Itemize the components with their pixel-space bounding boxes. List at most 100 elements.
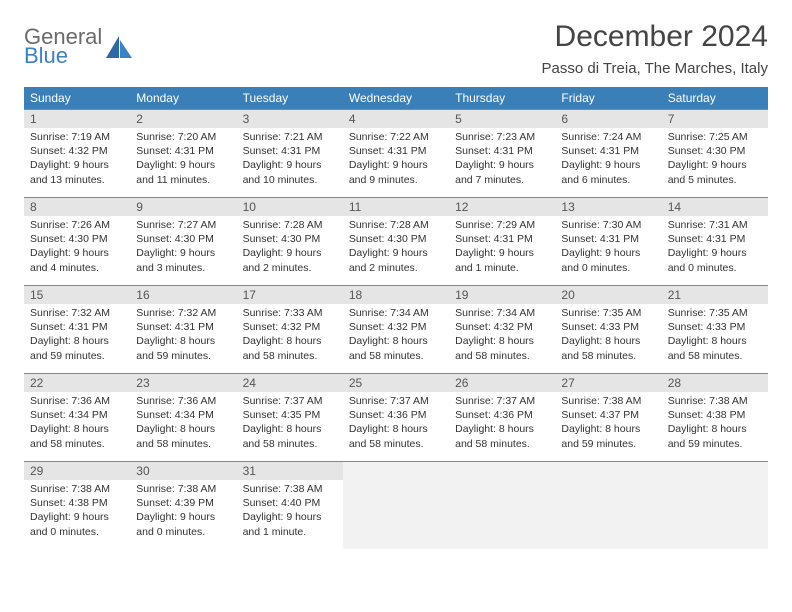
daylight-line: Daylight: 8 hours and 59 minutes. (668, 422, 762, 450)
sunrise-line: Sunrise: 7:34 AM (455, 306, 549, 320)
sunrise-line: Sunrise: 7:38 AM (668, 394, 762, 408)
day-details: Sunrise: 7:25 AMSunset: 4:30 PMDaylight:… (662, 128, 768, 191)
daylight-line: Daylight: 9 hours and 1 minute. (455, 246, 549, 274)
weekday-header: Friday (555, 87, 661, 109)
calendar-week-row: 29Sunrise: 7:38 AMSunset: 4:38 PMDayligh… (24, 461, 768, 549)
daylight-line: Daylight: 8 hours and 58 minutes. (668, 334, 762, 362)
sunrise-line: Sunrise: 7:36 AM (30, 394, 124, 408)
day-number: 4 (343, 110, 449, 128)
day-details: Sunrise: 7:19 AMSunset: 4:32 PMDaylight:… (24, 128, 130, 191)
calendar-day-cell: 30Sunrise: 7:38 AMSunset: 4:39 PMDayligh… (130, 461, 236, 549)
day-number: 8 (24, 198, 130, 216)
calendar-empty-cell (343, 461, 449, 549)
daylight-line: Daylight: 9 hours and 2 minutes. (243, 246, 337, 274)
calendar-table: SundayMondayTuesdayWednesdayThursdayFrid… (24, 87, 768, 549)
day-number: 13 (555, 198, 661, 216)
day-details: Sunrise: 7:38 AMSunset: 4:37 PMDaylight:… (555, 392, 661, 455)
calendar-day-cell: 18Sunrise: 7:34 AMSunset: 4:32 PMDayligh… (343, 285, 449, 373)
day-details: Sunrise: 7:30 AMSunset: 4:31 PMDaylight:… (555, 216, 661, 279)
sunrise-line: Sunrise: 7:25 AM (668, 130, 762, 144)
day-number: 16 (130, 286, 236, 304)
daylight-line: Daylight: 8 hours and 58 minutes. (561, 334, 655, 362)
sunset-line: Sunset: 4:31 PM (243, 144, 337, 158)
daylight-line: Daylight: 9 hours and 0 minutes. (136, 510, 230, 538)
daylight-line: Daylight: 8 hours and 58 minutes. (30, 422, 124, 450)
day-number: 18 (343, 286, 449, 304)
day-number: 21 (662, 286, 768, 304)
calendar-week-row: 22Sunrise: 7:36 AMSunset: 4:34 PMDayligh… (24, 373, 768, 461)
calendar-day-cell: 11Sunrise: 7:28 AMSunset: 4:30 PMDayligh… (343, 197, 449, 285)
day-details: Sunrise: 7:36 AMSunset: 4:34 PMDaylight:… (130, 392, 236, 455)
sunset-line: Sunset: 4:36 PM (455, 408, 549, 422)
weekday-header-row: SundayMondayTuesdayWednesdayThursdayFrid… (24, 87, 768, 109)
sunset-line: Sunset: 4:32 PM (30, 144, 124, 158)
calendar-day-cell: 2Sunrise: 7:20 AMSunset: 4:31 PMDaylight… (130, 109, 236, 197)
day-number: 2 (130, 110, 236, 128)
day-details: Sunrise: 7:38 AMSunset: 4:38 PMDaylight:… (662, 392, 768, 455)
daylight-line: Daylight: 9 hours and 1 minute. (243, 510, 337, 538)
sunset-line: Sunset: 4:37 PM (561, 408, 655, 422)
sunset-line: Sunset: 4:31 PM (455, 232, 549, 246)
calendar-day-cell: 20Sunrise: 7:35 AMSunset: 4:33 PMDayligh… (555, 285, 661, 373)
sunrise-line: Sunrise: 7:22 AM (349, 130, 443, 144)
sunrise-line: Sunrise: 7:34 AM (349, 306, 443, 320)
day-number: 12 (449, 198, 555, 216)
sunrise-line: Sunrise: 7:30 AM (561, 218, 655, 232)
sunset-line: Sunset: 4:30 PM (349, 232, 443, 246)
daylight-line: Daylight: 8 hours and 58 minutes. (349, 334, 443, 362)
calendar-day-cell: 10Sunrise: 7:28 AMSunset: 4:30 PMDayligh… (237, 197, 343, 285)
sunset-line: Sunset: 4:38 PM (30, 496, 124, 510)
sunrise-line: Sunrise: 7:38 AM (136, 482, 230, 496)
sunrise-line: Sunrise: 7:38 AM (561, 394, 655, 408)
sunset-line: Sunset: 4:38 PM (668, 408, 762, 422)
calendar-body: 1Sunrise: 7:19 AMSunset: 4:32 PMDaylight… (24, 109, 768, 549)
sunrise-line: Sunrise: 7:36 AM (136, 394, 230, 408)
sunrise-line: Sunrise: 7:38 AM (30, 482, 124, 496)
calendar-day-cell: 5Sunrise: 7:23 AMSunset: 4:31 PMDaylight… (449, 109, 555, 197)
calendar-day-cell: 19Sunrise: 7:34 AMSunset: 4:32 PMDayligh… (449, 285, 555, 373)
day-number: 23 (130, 374, 236, 392)
sunset-line: Sunset: 4:33 PM (668, 320, 762, 334)
header: General Blue December 2024 Passo di Trei… (24, 20, 768, 77)
day-details: Sunrise: 7:32 AMSunset: 4:31 PMDaylight:… (130, 304, 236, 367)
day-number: 3 (237, 110, 343, 128)
weekday-header: Sunday (24, 87, 130, 109)
day-details: Sunrise: 7:35 AMSunset: 4:33 PMDaylight:… (555, 304, 661, 367)
sunset-line: Sunset: 4:31 PM (349, 144, 443, 158)
daylight-line: Daylight: 9 hours and 0 minutes. (668, 246, 762, 274)
calendar-day-cell: 13Sunrise: 7:30 AMSunset: 4:31 PMDayligh… (555, 197, 661, 285)
sunrise-line: Sunrise: 7:32 AM (30, 306, 124, 320)
day-details: Sunrise: 7:36 AMSunset: 4:34 PMDaylight:… (24, 392, 130, 455)
daylight-line: Daylight: 9 hours and 10 minutes. (243, 158, 337, 186)
daylight-line: Daylight: 9 hours and 2 minutes. (349, 246, 443, 274)
sunset-line: Sunset: 4:30 PM (243, 232, 337, 246)
daylight-line: Daylight: 9 hours and 5 minutes. (668, 158, 762, 186)
daylight-line: Daylight: 8 hours and 58 minutes. (455, 334, 549, 362)
day-details: Sunrise: 7:34 AMSunset: 4:32 PMDaylight:… (343, 304, 449, 367)
sunrise-line: Sunrise: 7:24 AM (561, 130, 655, 144)
sunset-line: Sunset: 4:32 PM (455, 320, 549, 334)
day-details: Sunrise: 7:28 AMSunset: 4:30 PMDaylight:… (343, 216, 449, 279)
daylight-line: Daylight: 9 hours and 9 minutes. (349, 158, 443, 186)
day-details: Sunrise: 7:21 AMSunset: 4:31 PMDaylight:… (237, 128, 343, 191)
sunset-line: Sunset: 4:30 PM (136, 232, 230, 246)
sunrise-line: Sunrise: 7:27 AM (136, 218, 230, 232)
sunrise-line: Sunrise: 7:20 AM (136, 130, 230, 144)
sunset-line: Sunset: 4:31 PM (30, 320, 124, 334)
sunrise-line: Sunrise: 7:38 AM (243, 482, 337, 496)
sunrise-line: Sunrise: 7:35 AM (668, 306, 762, 320)
sunrise-line: Sunrise: 7:29 AM (455, 218, 549, 232)
calendar-day-cell: 14Sunrise: 7:31 AMSunset: 4:31 PMDayligh… (662, 197, 768, 285)
weekday-header: Saturday (662, 87, 768, 109)
weekday-header: Thursday (449, 87, 555, 109)
day-details: Sunrise: 7:31 AMSunset: 4:31 PMDaylight:… (662, 216, 768, 279)
day-details: Sunrise: 7:23 AMSunset: 4:31 PMDaylight:… (449, 128, 555, 191)
calendar-day-cell: 26Sunrise: 7:37 AMSunset: 4:36 PMDayligh… (449, 373, 555, 461)
calendar-day-cell: 22Sunrise: 7:36 AMSunset: 4:34 PMDayligh… (24, 373, 130, 461)
sunset-line: Sunset: 4:31 PM (136, 144, 230, 158)
daylight-line: Daylight: 9 hours and 3 minutes. (136, 246, 230, 274)
day-number: 26 (449, 374, 555, 392)
day-number: 27 (555, 374, 661, 392)
sunrise-line: Sunrise: 7:19 AM (30, 130, 124, 144)
calendar-empty-cell (555, 461, 661, 549)
